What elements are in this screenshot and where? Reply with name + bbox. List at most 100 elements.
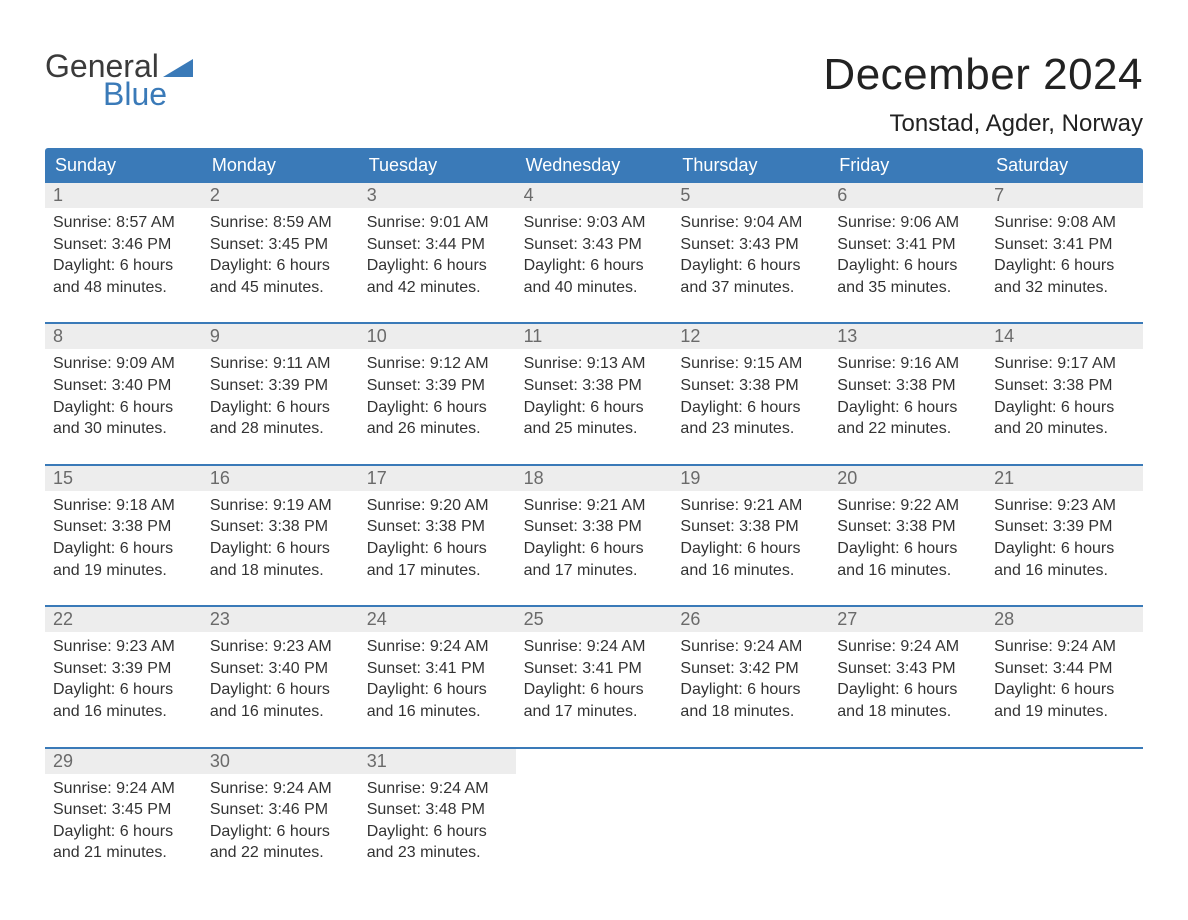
sunset-text: Sunset: 3:38 PM [680, 516, 821, 538]
calendar-day: 27Sunrise: 9:24 AMSunset: 3:43 PMDayligh… [829, 607, 986, 728]
sunrise-text: Sunrise: 9:15 AM [680, 353, 821, 375]
sunrise-text: Sunrise: 9:19 AM [210, 495, 351, 517]
daylight-text: Daylight: 6 hours [210, 821, 351, 843]
day-number: 13 [829, 324, 986, 349]
day-number: 25 [516, 607, 673, 632]
day-number [986, 749, 1143, 753]
calendar-day: 29Sunrise: 9:24 AMSunset: 3:45 PMDayligh… [45, 749, 202, 870]
daylight-text: Daylight: 6 hours [994, 397, 1135, 419]
sunrise-text: Sunrise: 9:08 AM [994, 212, 1135, 234]
calendar-day: 11Sunrise: 9:13 AMSunset: 3:38 PMDayligh… [516, 324, 673, 445]
day-number: 27 [829, 607, 986, 632]
sunset-text: Sunset: 3:38 PM [680, 375, 821, 397]
daylight-text: and 18 minutes. [210, 560, 351, 582]
daylight-text: Daylight: 6 hours [367, 255, 508, 277]
sunset-text: Sunset: 3:39 PM [210, 375, 351, 397]
day-details: Sunrise: 9:17 AMSunset: 3:38 PMDaylight:… [986, 349, 1143, 439]
sunset-text: Sunset: 3:41 PM [994, 234, 1135, 256]
sunrise-text: Sunrise: 9:17 AM [994, 353, 1135, 375]
daylight-text: and 23 minutes. [367, 842, 508, 864]
calendar-day: 1Sunrise: 8:57 AMSunset: 3:46 PMDaylight… [45, 183, 202, 304]
daylight-text: Daylight: 6 hours [53, 255, 194, 277]
day-number: 18 [516, 466, 673, 491]
daylight-text: and 26 minutes. [367, 418, 508, 440]
calendar-day: 28Sunrise: 9:24 AMSunset: 3:44 PMDayligh… [986, 607, 1143, 728]
weekday-header: Thursday [672, 148, 829, 183]
month-title: December 2024 [823, 50, 1143, 100]
location-text: Tonstad, Agder, Norway [823, 110, 1143, 138]
day-number: 28 [986, 607, 1143, 632]
daylight-text: and 22 minutes. [837, 418, 978, 440]
sunrise-text: Sunrise: 9:24 AM [210, 778, 351, 800]
daylight-text: and 30 minutes. [53, 418, 194, 440]
sunset-text: Sunset: 3:45 PM [210, 234, 351, 256]
day-details: Sunrise: 9:11 AMSunset: 3:39 PMDaylight:… [202, 349, 359, 439]
daylight-text: and 16 minutes. [994, 560, 1135, 582]
calendar-day: 2Sunrise: 8:59 AMSunset: 3:45 PMDaylight… [202, 183, 359, 304]
daylight-text: and 17 minutes. [524, 560, 665, 582]
calendar-week: 22Sunrise: 9:23 AMSunset: 3:39 PMDayligh… [45, 605, 1143, 728]
calendar-day: 9Sunrise: 9:11 AMSunset: 3:39 PMDaylight… [202, 324, 359, 445]
calendar-day: 30Sunrise: 9:24 AMSunset: 3:46 PMDayligh… [202, 749, 359, 870]
sunrise-text: Sunrise: 9:21 AM [680, 495, 821, 517]
day-number [829, 749, 986, 753]
calendar-week: 8Sunrise: 9:09 AMSunset: 3:40 PMDaylight… [45, 322, 1143, 445]
sunset-text: Sunset: 3:40 PM [53, 375, 194, 397]
sunrise-text: Sunrise: 9:24 AM [837, 636, 978, 658]
sunrise-text: Sunrise: 9:23 AM [53, 636, 194, 658]
calendar-day [516, 749, 673, 870]
daylight-text: and 16 minutes. [837, 560, 978, 582]
day-details: Sunrise: 9:15 AMSunset: 3:38 PMDaylight:… [672, 349, 829, 439]
sunrise-text: Sunrise: 9:06 AM [837, 212, 978, 234]
daylight-text: Daylight: 6 hours [837, 397, 978, 419]
sunrise-text: Sunrise: 9:24 AM [367, 778, 508, 800]
sunrise-text: Sunrise: 9:01 AM [367, 212, 508, 234]
weekday-header: Monday [202, 148, 359, 183]
daylight-text: and 21 minutes. [53, 842, 194, 864]
daylight-text: Daylight: 6 hours [367, 821, 508, 843]
sunset-text: Sunset: 3:41 PM [367, 658, 508, 680]
sunrise-text: Sunrise: 9:22 AM [837, 495, 978, 517]
calendar-day [672, 749, 829, 870]
day-number: 12 [672, 324, 829, 349]
day-number [516, 749, 673, 753]
sunset-text: Sunset: 3:38 PM [210, 516, 351, 538]
daylight-text: Daylight: 6 hours [524, 679, 665, 701]
weekday-header: Wednesday [516, 148, 673, 183]
daylight-text: and 16 minutes. [367, 701, 508, 723]
weekday-header-row: Sunday Monday Tuesday Wednesday Thursday… [45, 148, 1143, 183]
day-number: 17 [359, 466, 516, 491]
sunrise-text: Sunrise: 9:04 AM [680, 212, 821, 234]
daylight-text: and 16 minutes. [210, 701, 351, 723]
day-details: Sunrise: 9:24 AMSunset: 3:48 PMDaylight:… [359, 774, 516, 864]
day-details: Sunrise: 9:24 AMSunset: 3:41 PMDaylight:… [359, 632, 516, 722]
calendar-week: 29Sunrise: 9:24 AMSunset: 3:45 PMDayligh… [45, 747, 1143, 870]
calendar-day: 10Sunrise: 9:12 AMSunset: 3:39 PMDayligh… [359, 324, 516, 445]
sunrise-text: Sunrise: 9:12 AM [367, 353, 508, 375]
sunrise-text: Sunrise: 9:24 AM [524, 636, 665, 658]
day-details: Sunrise: 9:23 AMSunset: 3:39 PMDaylight:… [986, 491, 1143, 581]
daylight-text: Daylight: 6 hours [524, 255, 665, 277]
daylight-text: and 19 minutes. [53, 560, 194, 582]
calendar-week: 1Sunrise: 8:57 AMSunset: 3:46 PMDaylight… [45, 183, 1143, 304]
day-number [672, 749, 829, 753]
day-details: Sunrise: 9:08 AMSunset: 3:41 PMDaylight:… [986, 208, 1143, 298]
logo-triangle-icon [163, 50, 193, 82]
day-details: Sunrise: 9:19 AMSunset: 3:38 PMDaylight:… [202, 491, 359, 581]
sunset-text: Sunset: 3:44 PM [367, 234, 508, 256]
day-details: Sunrise: 9:13 AMSunset: 3:38 PMDaylight:… [516, 349, 673, 439]
sunrise-text: Sunrise: 9:11 AM [210, 353, 351, 375]
sunrise-text: Sunrise: 9:24 AM [994, 636, 1135, 658]
day-details: Sunrise: 9:20 AMSunset: 3:38 PMDaylight:… [359, 491, 516, 581]
day-number: 10 [359, 324, 516, 349]
day-details: Sunrise: 8:59 AMSunset: 3:45 PMDaylight:… [202, 208, 359, 298]
sunset-text: Sunset: 3:39 PM [367, 375, 508, 397]
day-number: 19 [672, 466, 829, 491]
day-number: 7 [986, 183, 1143, 208]
title-block: December 2024 Tonstad, Agder, Norway [823, 50, 1143, 138]
daylight-text: Daylight: 6 hours [680, 679, 821, 701]
sunrise-text: Sunrise: 9:24 AM [367, 636, 508, 658]
day-details: Sunrise: 9:21 AMSunset: 3:38 PMDaylight:… [516, 491, 673, 581]
day-number: 21 [986, 466, 1143, 491]
daylight-text: Daylight: 6 hours [210, 538, 351, 560]
